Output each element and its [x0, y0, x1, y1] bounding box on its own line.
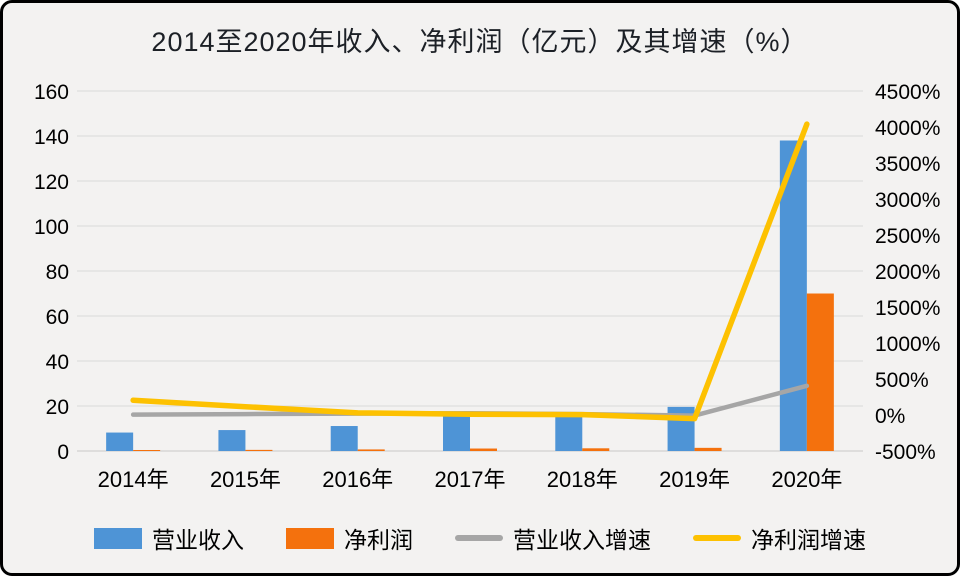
legend-item-net-profit: 净利润 [286, 521, 413, 555]
left-axis-tick-label: 0 [57, 441, 69, 464]
left-axis-tick-label: 60 [46, 306, 69, 329]
revenue-bar [779, 140, 807, 451]
right-axis-tick-label: 4500% [875, 81, 940, 104]
left-axis-tick-label: 120 [34, 171, 69, 194]
revenue-legend-swatch [94, 527, 142, 549]
legend-item-revenue: 营业收入 [94, 521, 244, 555]
revenue-bar [330, 426, 358, 451]
left-axis-tick-label: 40 [46, 351, 69, 374]
chart-legend: 营业收入 净利润 营业收入增速 净利润增速 [3, 521, 957, 555]
legend-item-revenue-growth: 营业收入增速 [455, 521, 651, 555]
right-axis-tick-label: 4000% [875, 117, 940, 140]
right-axis-tick-label: 2500% [875, 225, 940, 248]
x-axis-label: 2017年 [435, 467, 506, 492]
net-profit-bar [357, 449, 385, 451]
net-profit-bar [694, 447, 722, 451]
net-profit-growth-legend-label: 净利润增速 [751, 527, 866, 553]
right-axis-tick-label: -500% [875, 441, 936, 464]
x-axis-label: 2016年 [322, 467, 393, 492]
net-profit-growth-legend-swatch [693, 535, 741, 541]
revenue-bar [555, 415, 583, 451]
revenue-growth-legend-label: 营业收入增速 [513, 527, 651, 553]
x-axis-label: 2015年 [210, 467, 281, 492]
left-axis-tick-label: 100 [34, 216, 69, 239]
left-axis-tick-label: 140 [34, 126, 69, 149]
right-axis-tick-label: 1000% [875, 333, 940, 356]
right-axis-tick-label: 500% [875, 369, 929, 392]
net-profit-growth-line [130, 121, 810, 422]
revenue-growth-legend-swatch [455, 535, 503, 541]
x-axis-label: 2020年 [771, 467, 842, 492]
legend-item-net-profit-growth: 净利润增速 [693, 521, 866, 555]
left-axis-tick-label: 80 [46, 261, 69, 284]
revenue-bar [106, 432, 134, 451]
net-profit-bar [245, 449, 273, 451]
right-axis-tick-label: 0% [875, 405, 905, 428]
net-profit-legend-swatch [286, 527, 334, 549]
net-profit-legend-label: 净利润 [344, 527, 413, 553]
net-profit-bar [806, 293, 834, 451]
left-axis-tick-label: 20 [46, 396, 69, 419]
net-profit-bar [582, 448, 610, 451]
x-axis-label: 2018年 [547, 467, 618, 492]
revenue-bar [443, 416, 470, 451]
right-axis-tick-label: 3500% [875, 153, 940, 176]
right-axis-tick-label: 3000% [875, 189, 940, 212]
revenue-legend-label: 营业收入 [152, 527, 244, 553]
left-axis-tick-label: 160 [34, 81, 69, 104]
combo-chart-plot: 0 20 40 60 80 100 120 140 160 -500% 0% 500% 1000% 150… [34, 81, 940, 492]
x-axis-label: 2019年 [659, 467, 730, 492]
right-axis-tick-label: 1500% [875, 297, 940, 320]
chart-title: 2014至2020年收入、净利润（亿元）及其增速（%） [151, 27, 809, 57]
net-profit-bar [470, 448, 497, 451]
net-profit-bar [133, 450, 161, 451]
revenue-bar [218, 430, 246, 451]
right-axis-tick-label: 2000% [875, 261, 940, 284]
x-axis-label: 2014年 [98, 467, 169, 492]
